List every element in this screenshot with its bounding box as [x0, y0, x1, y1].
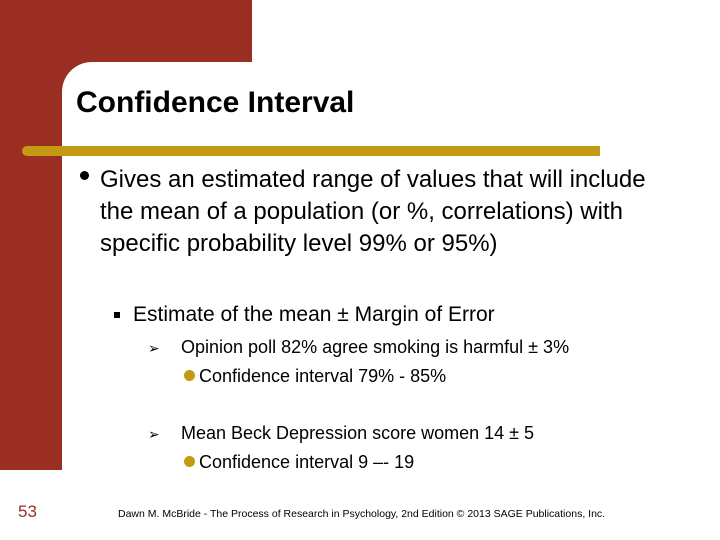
- slide-number: 53: [18, 502, 37, 521]
- bullet-dot-icon: [80, 171, 89, 180]
- example-detail-text: Confidence interval 79% - 85%: [199, 366, 447, 386]
- sub-bullet-text: Estimate of the mean ± Margin of Error: [133, 303, 495, 326]
- example-text: Opinion poll 82% agree smoking is harmfu…: [181, 337, 570, 357]
- gold-dot-icon: [184, 370, 195, 381]
- slide-title: Confidence Interval: [76, 86, 355, 119]
- square-bullet-icon: [114, 312, 120, 318]
- example-detail: Confidence interval 9 –- 19: [184, 451, 414, 473]
- example-text: Mean Beck Depression score women 14 ± 5: [181, 423, 535, 443]
- gold-dot-icon: [184, 456, 195, 467]
- arrow-bullet-icon: ➢: [148, 340, 160, 356]
- arrow-bullet-icon: ➢: [148, 426, 160, 442]
- title-underline-bar: [22, 146, 600, 156]
- example-detail: Confidence interval 79% - 85%: [184, 365, 446, 387]
- footer-citation: Dawn M. McBride - The Process of Researc…: [118, 508, 606, 520]
- main-bullet-text: Gives an estimated range of values that …: [100, 166, 646, 257]
- content-panel: [62, 62, 720, 540]
- example-detail-text: Confidence interval 9 –- 19: [199, 452, 415, 472]
